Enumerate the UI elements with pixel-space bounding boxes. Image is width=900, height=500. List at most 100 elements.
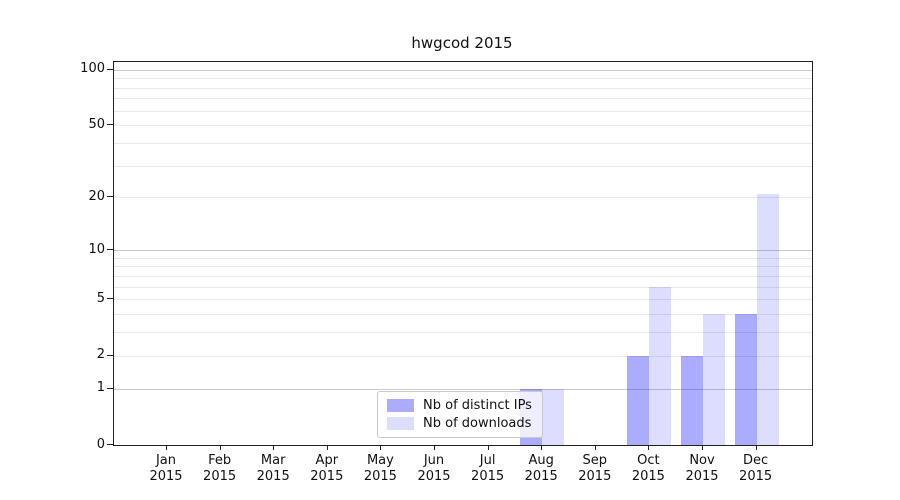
minor-gridline: [114, 78, 812, 80]
x-tick-mark: [380, 445, 382, 450]
minor-gridline: [114, 98, 812, 100]
x-tick-label: Jan 2015: [131, 453, 201, 485]
bar-downloads: [703, 314, 725, 445]
y-tick-label: 5: [96, 290, 105, 306]
x-tick-mark: [273, 445, 275, 450]
minor-gridline: [114, 314, 812, 316]
x-tick-mark: [541, 445, 543, 450]
y-tick-mark: [107, 249, 113, 250]
x-tick-label: Nov 2015: [667, 453, 737, 485]
legend-label: Nb of downloads: [423, 416, 532, 432]
x-tick-label: May 2015: [345, 453, 415, 485]
minor-gridline: [114, 266, 812, 268]
x-tick-year: 2015: [578, 469, 612, 484]
x-tick-label: Mar 2015: [238, 453, 308, 485]
x-tick-year: 2015: [363, 469, 397, 484]
x-tick-year: 2015: [203, 469, 237, 484]
x-tick-year: 2015: [417, 469, 451, 484]
minor-gridline: [114, 355, 812, 357]
minor-gridline: [114, 125, 812, 127]
y-tick-mark: [107, 444, 113, 445]
x-tick-month: Mar: [260, 453, 286, 468]
major-gridline: [114, 69, 812, 71]
plot-area: [113, 61, 813, 446]
x-tick-mark: [219, 445, 221, 450]
x-tick-mark: [326, 445, 328, 450]
x-tick-mark: [648, 445, 650, 450]
x-tick-mark: [434, 445, 435, 450]
minor-gridline: [114, 257, 812, 259]
minor-gridline: [114, 143, 812, 144]
bar-downloads: [542, 388, 565, 445]
x-tick-label: Feb 2015: [185, 453, 255, 485]
x-tick-label: Oct 2015: [613, 453, 683, 485]
chart-title: hwgcod 2015: [411, 34, 513, 52]
legend-swatch: [387, 417, 414, 431]
minor-gridline: [114, 197, 812, 199]
x-tick-month: Apr: [315, 453, 339, 468]
legend-swatch: [387, 398, 414, 412]
x-tick-label: Dec 2015: [721, 453, 791, 485]
minor-gridline: [114, 110, 812, 112]
minor-gridline: [114, 286, 812, 288]
x-tick-year: 2015: [739, 469, 773, 484]
y-tick-label: 100: [80, 61, 105, 77]
x-tick-mark: [166, 445, 167, 450]
y-tick-mark: [107, 387, 113, 389]
x-tick-label: Jun 2015: [399, 453, 469, 485]
x-tick-label: Jul 2015: [453, 453, 523, 485]
major-gridline: [114, 388, 812, 390]
legend-label: Nb of distinct IPs: [423, 397, 532, 413]
x-tick-label: Apr 2015: [292, 453, 362, 485]
x-tick-year: 2015: [471, 469, 505, 484]
legend-item-distinct-ips: Nb of distinct IPs: [387, 398, 536, 413]
minor-gridline: [114, 87, 812, 89]
x-tick-label: Aug 2015: [506, 453, 576, 485]
x-tick-year: 2015: [310, 469, 344, 484]
x-tick-month: Jul: [479, 453, 496, 468]
x-tick-month: Aug: [528, 453, 554, 468]
x-tick-month: Feb: [208, 453, 232, 468]
y-tick-label: 2: [96, 347, 105, 363]
minor-gridline: [114, 299, 812, 301]
x-tick-label: Sep 2015: [560, 453, 630, 485]
x-tick-mark: [702, 445, 703, 450]
y-tick-label: 1: [96, 380, 105, 396]
x-tick-month: Nov: [689, 453, 715, 468]
legend-item-downloads: Nb of downloads: [387, 416, 536, 431]
bar-downloads: [649, 286, 672, 445]
y-tick-label: 50: [88, 116, 105, 132]
x-tick-month: Dec: [743, 453, 769, 468]
minor-gridline: [114, 275, 812, 277]
y-tick-label: 0: [96, 436, 105, 452]
y-tick-mark: [107, 298, 113, 300]
minor-gridline: [114, 332, 812, 334]
x-tick-mark: [755, 445, 757, 450]
x-tick-month: Jan: [155, 453, 177, 468]
x-tick-month: May: [366, 453, 394, 468]
legend: Nb of distinct IPs Nb of downloads: [377, 391, 543, 438]
x-tick-month: Jun: [423, 453, 445, 468]
y-tick-mark: [107, 354, 113, 356]
minor-gridline: [114, 165, 812, 167]
y-tick-mark: [107, 196, 113, 198]
bar-downloads: [756, 193, 779, 445]
y-tick-mark: [107, 124, 113, 126]
y-tick-label: 10: [88, 241, 105, 257]
major-gridline: [114, 250, 812, 251]
x-tick-month: Oct: [637, 453, 660, 468]
x-tick-year: 2015: [149, 469, 183, 484]
y-tick-mark: [107, 68, 113, 70]
y-tick-label: 20: [88, 188, 105, 204]
bar-distinct-ips: [681, 355, 703, 445]
x-tick-mark: [487, 445, 489, 450]
bar-distinct-ips: [627, 355, 650, 445]
x-tick-month: Sep: [582, 453, 608, 468]
x-tick-year: 2015: [524, 469, 558, 484]
x-tick-year: 2015: [631, 469, 665, 484]
x-tick-mark: [594, 445, 596, 450]
x-tick-year: 2015: [256, 469, 290, 484]
x-tick-year: 2015: [685, 469, 719, 484]
bar-distinct-ips: [734, 314, 757, 445]
